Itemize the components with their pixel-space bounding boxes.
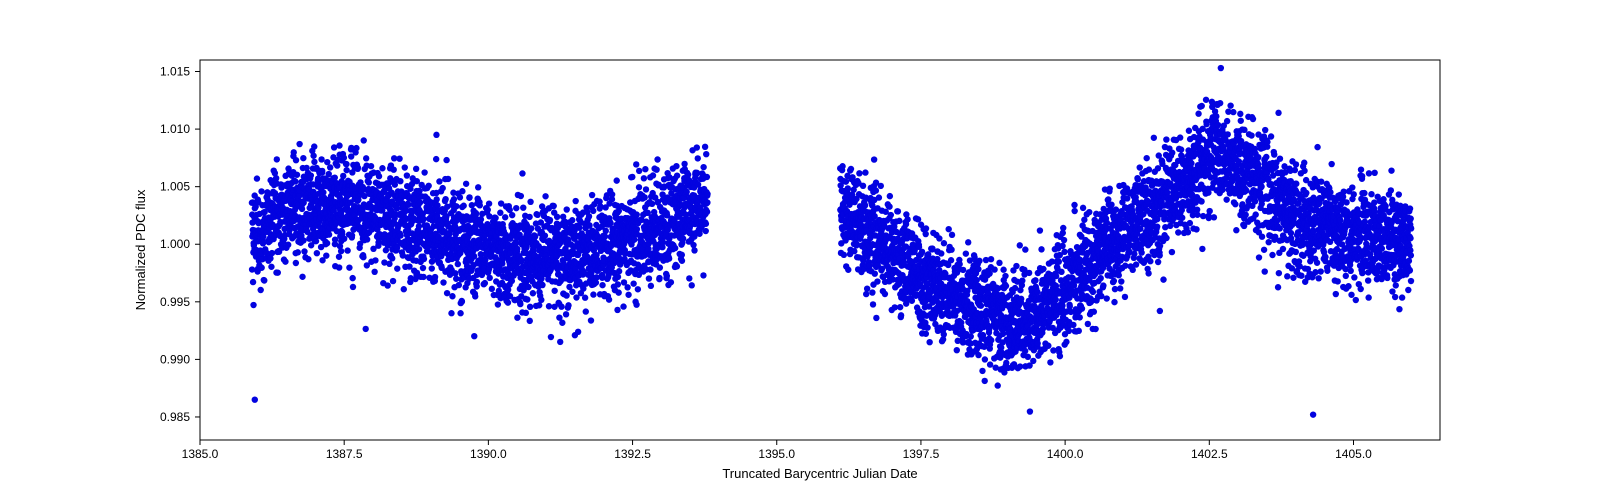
x-tick-label: 1402.5 bbox=[1191, 447, 1228, 461]
y-tick-label: 1.000 bbox=[160, 237, 190, 251]
x-tick-label: 1395.0 bbox=[758, 447, 795, 461]
x-tick-label: 1397.5 bbox=[903, 447, 940, 461]
y-tick-label: 0.995 bbox=[160, 295, 190, 309]
x-tick-label: 1405.0 bbox=[1335, 447, 1372, 461]
y-tick-label: 1.005 bbox=[160, 180, 190, 194]
y-tick-label: 0.985 bbox=[160, 410, 190, 424]
y-tick-label: 1.010 bbox=[160, 122, 190, 136]
x-tick-label: 1390.0 bbox=[470, 447, 507, 461]
chart-svg: 1385.0 1387.5 1390.0 1392.5 1395.0 1397.5 1400… bbox=[0, 0, 1600, 500]
y-tick-label: 1.015 bbox=[160, 65, 190, 79]
y-axis-label: Normalized PDC flux bbox=[133, 189, 148, 310]
x-axis-label: Truncated Barycentric Julian Date bbox=[722, 466, 917, 481]
data-points bbox=[249, 65, 1415, 447]
y-tick-label: 0.990 bbox=[160, 352, 190, 366]
x-tick-label: 1385.0 bbox=[182, 447, 219, 461]
x-tick-label: 1387.5 bbox=[326, 447, 363, 461]
x-tick-label: 1400.0 bbox=[1047, 447, 1084, 461]
x-tick-label: 1392.5 bbox=[614, 447, 651, 461]
lightcurve-chart: 1385.0 1387.5 1390.0 1392.5 1395.0 1397.5 1400… bbox=[0, 0, 1600, 500]
